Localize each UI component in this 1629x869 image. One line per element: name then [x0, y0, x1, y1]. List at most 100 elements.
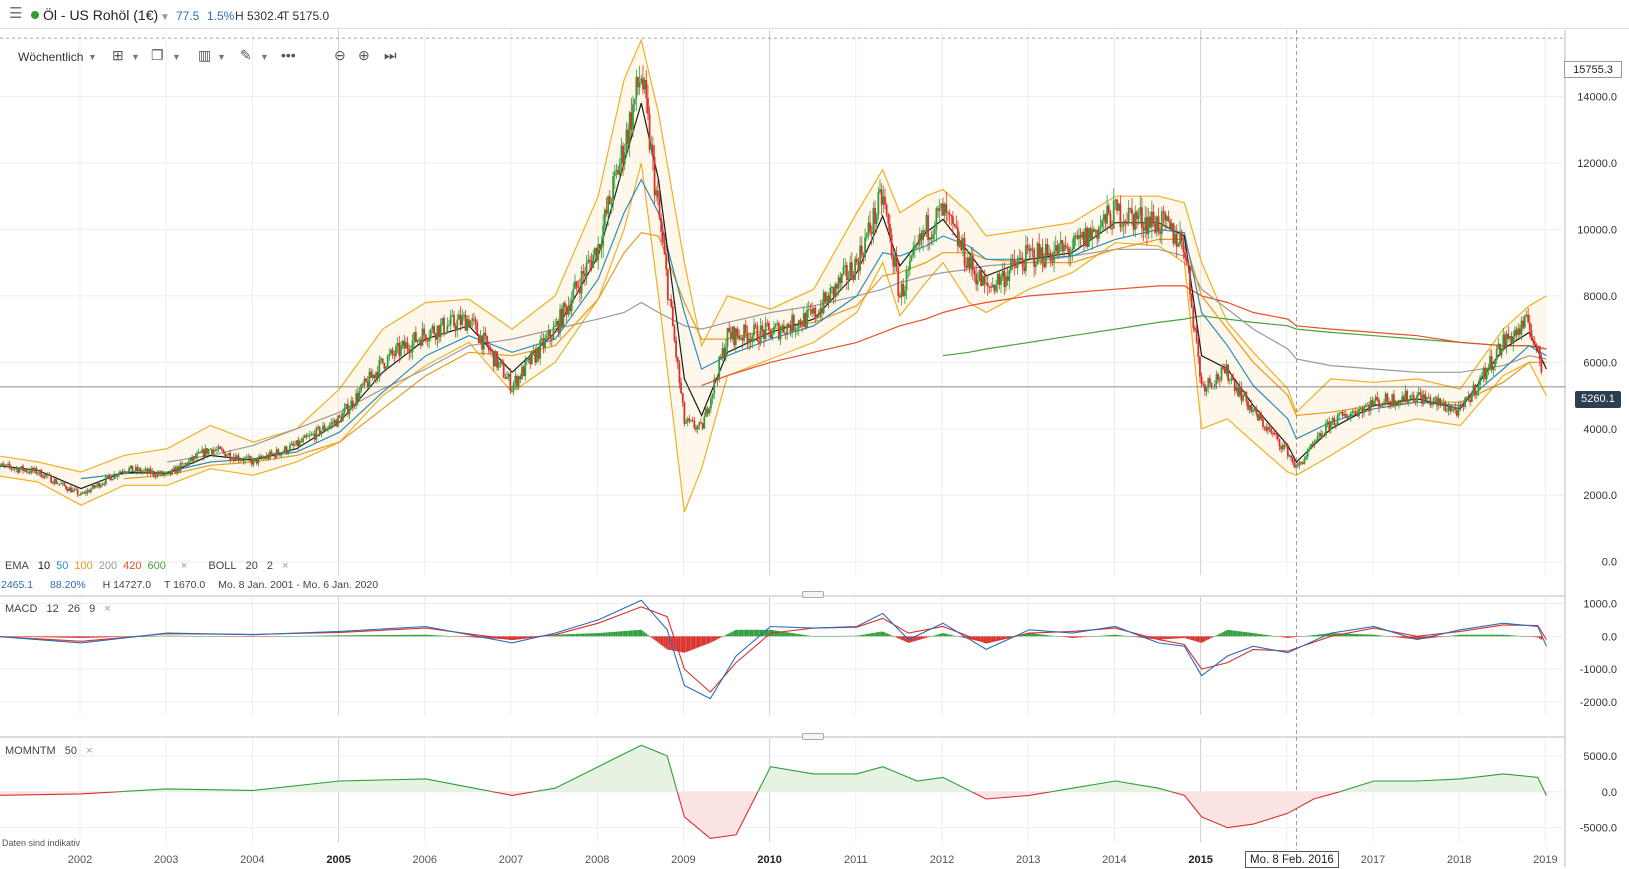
x-tick-label: 2008	[585, 854, 609, 866]
more-icon[interactable]: •••	[281, 47, 296, 63]
close-icon[interactable]: ×	[86, 745, 93, 757]
macd-histogram-bar	[1459, 634, 1461, 637]
zoom-in-icon[interactable]: ⊕	[358, 47, 370, 63]
macd-histogram-bar	[993, 636, 996, 641]
indicators-icon[interactable]: ▥	[198, 47, 212, 63]
candle-body	[1152, 211, 1155, 224]
macd-histogram-bar	[693, 636, 696, 649]
macd-histogram-bar	[1434, 636, 1437, 638]
macd-histogram-bar	[683, 636, 686, 653]
candle-body	[802, 313, 805, 327]
zoom-out-icon[interactable]: ⊖	[334, 47, 346, 63]
interval-selector[interactable]: Wöchentlich	[18, 50, 84, 64]
candle-body	[855, 258, 858, 262]
chevron-down-icon[interactable]: ▼	[131, 52, 140, 62]
candle-body	[22, 466, 24, 471]
candle-body	[540, 338, 543, 341]
chevron-down-icon[interactable]: ▼	[217, 52, 226, 62]
macd-histogram-bar	[1044, 634, 1047, 637]
macd-histogram-bar	[783, 631, 785, 637]
macd-histogram-bar	[1278, 636, 1281, 637]
macd-histogram-bar	[1525, 636, 1528, 637]
close-icon[interactable]: ×	[180, 560, 188, 572]
macd-histogram-bar	[297, 635, 299, 637]
macd-histogram-bar	[1383, 635, 1385, 637]
candle-body	[1321, 434, 1324, 437]
macd-histogram-bar	[1263, 634, 1266, 637]
macd-histogram-bar	[1262, 634, 1264, 637]
candle-body	[240, 460, 243, 461]
macd-histogram-bar	[1368, 634, 1370, 637]
macd-histogram-bar	[811, 636, 813, 637]
candle-body	[1379, 403, 1382, 407]
macd-histogram-bar	[229, 636, 231, 637]
macd-histogram-bar	[154, 635, 157, 637]
pane-resize-handle[interactable]	[802, 733, 824, 740]
macd-histogram-bar	[1182, 636, 1185, 639]
macd-histogram-bar	[768, 629, 770, 637]
candle-body	[637, 77, 639, 88]
candle-body	[1136, 211, 1138, 219]
chevron-down-icon[interactable]: ▼	[88, 52, 97, 62]
macd-histogram-bar	[1283, 636, 1286, 638]
candle-body	[1346, 417, 1349, 419]
macd-histogram-bar	[1398, 636, 1400, 638]
macd-histogram-bar	[671, 636, 674, 651]
close-icon[interactable]: ×	[104, 603, 111, 615]
candle-body	[1495, 349, 1498, 360]
draw-pencil-icon[interactable]: ✎	[240, 47, 252, 63]
macd-histogram-bar	[116, 636, 119, 638]
compare-icon[interactable]: ❐	[151, 47, 164, 63]
instrument-title[interactable]: Öl - US Rohöl (1€)	[43, 7, 159, 23]
candle-body	[1464, 397, 1467, 407]
macd-histogram-bar	[468, 636, 470, 638]
candle-body	[1432, 397, 1435, 403]
candle-body	[958, 240, 961, 247]
candle-body	[60, 483, 63, 485]
candle-body	[703, 416, 706, 429]
macd-histogram-bar	[1071, 636, 1074, 638]
chevron-down-icon[interactable]: ▼	[260, 52, 269, 62]
menu-icon[interactable]: ☰	[9, 5, 23, 22]
chart-type-icon[interactable]: ⊞	[112, 47, 124, 63]
x-tick-label: 2002	[68, 854, 92, 866]
jump-to-end-icon[interactable]: ⏭	[384, 47, 397, 63]
candle-body	[1363, 407, 1365, 414]
candle-body	[406, 342, 409, 350]
candle-body	[935, 208, 938, 230]
macd-histogram-bar	[216, 636, 218, 637]
macd-histogram-bar	[857, 635, 860, 637]
candle-body	[753, 324, 755, 336]
chevron-down-icon[interactable]: ▼	[160, 12, 170, 23]
candle-body	[980, 269, 983, 287]
macd-param-slow: 26	[67, 603, 81, 615]
macd-histogram-bar	[1069, 636, 1072, 638]
candle-body	[312, 433, 314, 435]
price-y-tick-label: 4000.0	[1583, 424, 1617, 436]
macd-histogram-bar	[1280, 636, 1282, 638]
candle-body	[821, 308, 823, 314]
candle-body	[564, 302, 566, 307]
candle-body	[7, 463, 9, 465]
candle-body	[603, 209, 606, 226]
candle-body	[385, 366, 387, 369]
candle-body	[1510, 336, 1513, 344]
candle-body	[1369, 400, 1372, 411]
candle-body	[1311, 443, 1314, 445]
macd-histogram-bar	[438, 635, 440, 637]
macd-histogram-bar	[763, 629, 765, 637]
macd-histogram-bar	[489, 636, 492, 639]
candle-body	[30, 467, 33, 473]
chevron-down-icon[interactable]: ▼	[172, 52, 181, 62]
candle-body	[899, 295, 901, 298]
pane-resize-handle[interactable]	[802, 591, 824, 598]
macd-histogram-bar	[174, 635, 177, 637]
candle-body	[905, 270, 908, 291]
close-icon[interactable]: ×	[282, 560, 289, 572]
macd-histogram-bar	[189, 635, 192, 637]
macd-histogram-bar	[353, 635, 356, 637]
candle-body	[393, 354, 396, 357]
macd-histogram-bar	[632, 630, 634, 637]
macd-histogram-bar	[1467, 634, 1470, 637]
